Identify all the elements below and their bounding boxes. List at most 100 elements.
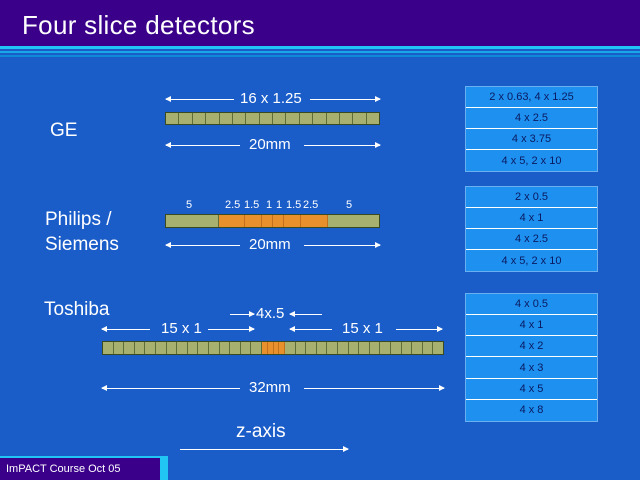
detector-element: [339, 113, 354, 124]
detector-element: [166, 113, 180, 124]
detector-element: [286, 113, 300, 124]
detector-element: [299, 113, 314, 124]
detector-element: [326, 113, 340, 124]
detector-element: [285, 342, 296, 354]
detector-element: [145, 342, 156, 354]
detector-element: [313, 113, 327, 124]
detector-element: [327, 215, 379, 227]
mode-row: 4 x 2.5: [466, 108, 597, 129]
detector-element: [316, 342, 328, 354]
mode-row: 4 x 1: [466, 315, 597, 337]
detector-element: [284, 215, 301, 227]
toshiba-center-arrow-right: [230, 311, 255, 317]
detector-element: [245, 215, 262, 227]
mode-row: 2 x 0.5: [466, 187, 597, 208]
toshiba-right-arrow-right: [396, 326, 443, 332]
detector-element: [359, 342, 370, 354]
mode-row: 4 x 8: [519, 404, 544, 417]
detector-element: [433, 342, 443, 354]
mode-row: 4 x 5, 2 x 10: [501, 254, 562, 267]
detector-element: [306, 342, 317, 354]
philips-element-width-label: 5: [346, 199, 353, 211]
detector-element: [240, 342, 252, 354]
toshiba-label: Toshiba: [44, 299, 110, 320]
title-stripe: [0, 51, 640, 53]
z-axis-label: z-axis: [236, 421, 286, 442]
toshiba-span-arrow-right: [304, 385, 445, 391]
detector-element: [251, 342, 262, 354]
detector-element: [208, 342, 220, 354]
slide-title: Four slice detectors: [22, 10, 255, 40]
detector-element: [113, 342, 125, 354]
mode-row: 4 x 0.5: [466, 294, 597, 316]
detector-element: [366, 113, 379, 124]
ge-width-arrow-right: [310, 96, 381, 102]
detector-element: [273, 215, 285, 227]
detector-element: [166, 215, 219, 227]
detector-element: [166, 342, 178, 354]
detector-element: [422, 342, 434, 354]
detector-element: [295, 342, 307, 354]
detector-element: [219, 342, 231, 354]
detector-element: [206, 113, 220, 124]
mode-row: 4 x 5, 2 x 10: [501, 154, 562, 167]
detector-element: [261, 215, 273, 227]
detector-element: [219, 113, 233, 124]
ge-span-arrow-left: [165, 142, 240, 148]
detector-element: [391, 342, 402, 354]
philips-bottom-label: 20mm: [249, 236, 291, 253]
toshiba-left-arrow-left: [101, 326, 150, 332]
toshiba-center-label: 4x.5: [256, 305, 285, 322]
title-bar: [0, 0, 640, 46]
mode-row: 4 x 3.75: [466, 129, 597, 150]
mode-row: 4 x 5: [466, 379, 597, 400]
toshiba-detector-strip: [102, 341, 444, 355]
ge-label: GE: [50, 120, 78, 141]
detector-element: [273, 113, 287, 124]
detector-element: [155, 342, 167, 354]
toshiba-bottom-label: 32mm: [249, 379, 291, 396]
toshiba-center-arrow-left: [289, 311, 322, 317]
toshiba-right-arrow-left: [289, 326, 332, 332]
detector-element: [369, 342, 381, 354]
detector-element: [179, 113, 193, 124]
title-stripe: [0, 46, 640, 49]
philips-span-arrow-right: [304, 242, 381, 248]
philips-element-width-label: 1: [266, 199, 273, 211]
footer-text: ImPACT Course Oct 05: [0, 458, 160, 480]
detector-element: [380, 342, 392, 354]
ge-top-label: 16 x 1.25: [240, 90, 302, 107]
philips-label: Philips /: [45, 209, 112, 230]
detector-element: [279, 342, 286, 354]
philips-detector-strip: [165, 214, 380, 228]
detector-element: [259, 113, 273, 124]
detector-element: [192, 113, 207, 124]
title-stripe: [0, 55, 640, 57]
detector-element: [232, 113, 247, 124]
detector-element: [103, 342, 114, 354]
detector-element: [300, 215, 328, 227]
detector-element: [198, 342, 209, 354]
detector-element: [412, 342, 423, 354]
detector-element: [353, 113, 367, 124]
philips-element-width-label: 1: [276, 199, 283, 211]
mode-row: 4 x 2.5: [466, 229, 597, 250]
detector-element: [230, 342, 241, 354]
ge-span-arrow-right: [304, 142, 381, 148]
detector-element: [246, 113, 260, 124]
mode-row: 4 x 3: [466, 357, 597, 379]
detector-element: [267, 342, 274, 354]
toshiba-left-label: 15 x 1: [161, 320, 202, 337]
detector-element: [134, 342, 146, 354]
detector-element: [177, 342, 188, 354]
mode-row: 4 x 1: [466, 208, 597, 229]
detector-element: [401, 342, 413, 354]
ge-detector-strip: [165, 112, 380, 125]
mode-row: 4 x 2: [466, 336, 597, 358]
ge-modes-table: 2 x 0.63, 4 x 1.25 4 x 2.5 4 x 3.75 4 x 5, …: [465, 86, 598, 172]
toshiba-span-arrow-left: [101, 385, 240, 391]
detector-element: [327, 342, 339, 354]
detector-element: [261, 342, 268, 354]
ge-width-arrow-left: [165, 96, 234, 102]
